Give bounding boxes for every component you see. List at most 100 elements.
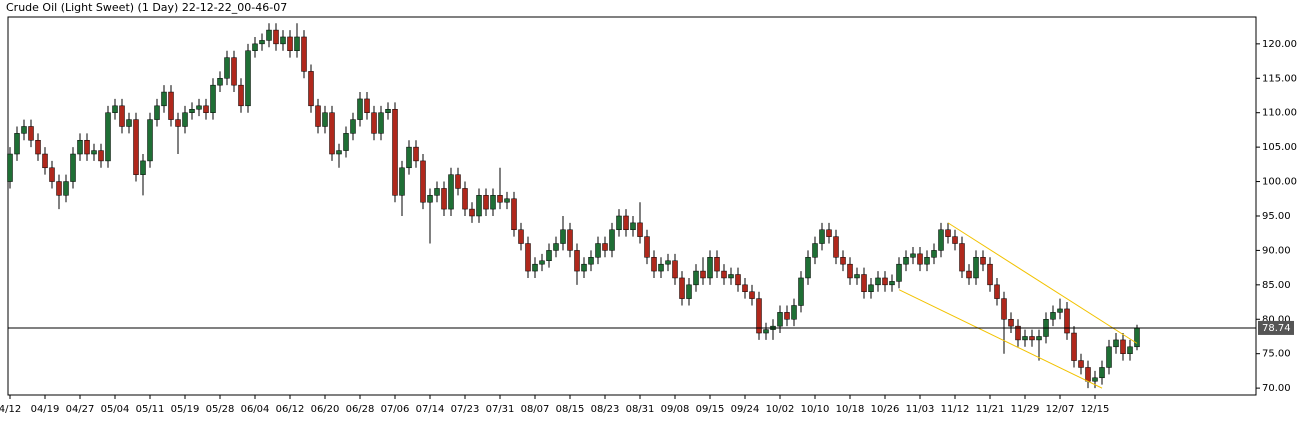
x-tick-label: 06/12 xyxy=(276,404,305,415)
candle-body xyxy=(217,78,223,86)
candle-body xyxy=(1106,346,1112,368)
candle-body xyxy=(119,105,125,127)
candle-body xyxy=(497,195,503,203)
candle-body xyxy=(539,260,545,265)
y-tick-label: 105.00 xyxy=(1262,142,1297,153)
candle-body xyxy=(973,257,979,279)
x-tick-label: 10/18 xyxy=(836,404,865,415)
candle-body xyxy=(357,98,363,120)
candle-body xyxy=(588,257,594,265)
candle-body xyxy=(441,188,447,210)
x-tick-label: 4/12 xyxy=(0,404,21,415)
candle-body xyxy=(168,91,174,120)
candle-body xyxy=(623,215,629,231)
candle-body xyxy=(483,195,489,210)
candle-body xyxy=(917,253,923,265)
candle-body xyxy=(196,105,202,110)
x-tick-label: 11/21 xyxy=(976,404,1005,415)
candle-body xyxy=(406,146,412,169)
candle-body xyxy=(609,229,615,251)
candle-body xyxy=(14,133,20,155)
last-price-box xyxy=(1258,320,1294,335)
x-tick-label: 12/07 xyxy=(1046,404,1075,415)
candle-body xyxy=(658,263,664,272)
candle-body xyxy=(1015,325,1021,341)
candle-body xyxy=(882,277,888,286)
candle-body xyxy=(1022,336,1028,341)
candle-body xyxy=(56,181,62,196)
candle-body xyxy=(84,139,90,155)
candle-body xyxy=(392,109,398,196)
candle-body xyxy=(854,274,860,279)
candle-body xyxy=(945,229,951,237)
candle-body xyxy=(763,329,769,334)
candle-body xyxy=(371,112,377,134)
candle-body xyxy=(462,188,468,210)
candle-body xyxy=(903,257,909,265)
candle-body xyxy=(245,50,251,107)
candle-body xyxy=(1057,308,1063,313)
candle-body xyxy=(252,43,258,51)
y-tick-label: 75.00 xyxy=(1262,349,1291,360)
candle-body xyxy=(924,257,930,265)
candle-body xyxy=(126,119,132,127)
y-tick-label: 90.00 xyxy=(1262,245,1291,256)
x-tick-label: 11/12 xyxy=(941,404,970,415)
candle-body xyxy=(63,181,69,196)
candle-body xyxy=(861,274,867,292)
candle-body xyxy=(336,150,342,155)
candle-body xyxy=(280,36,286,45)
candle-body xyxy=(728,274,734,279)
x-tick-label: 06/04 xyxy=(241,404,270,415)
candle-body xyxy=(665,260,671,265)
candle-body xyxy=(427,195,433,203)
candle-body xyxy=(518,229,524,244)
chart-title: Crude Oil (Light Sweet) (1 Day) 22-12-22… xyxy=(6,1,287,14)
x-tick-label: 07/06 xyxy=(381,404,410,415)
candle-body xyxy=(1113,339,1119,348)
candle-body xyxy=(959,243,965,272)
candle-body xyxy=(595,243,601,258)
candle-body xyxy=(147,119,153,162)
candle-body xyxy=(644,236,650,258)
x-tick-label: 08/15 xyxy=(556,404,585,415)
candle-body xyxy=(511,198,517,231)
candle-body xyxy=(448,174,454,210)
x-tick-label: 08/31 xyxy=(626,404,655,415)
candle-body xyxy=(455,174,461,189)
candle-body xyxy=(322,112,328,127)
candle-body xyxy=(777,312,783,327)
candle-body xyxy=(504,198,510,203)
candle-body xyxy=(77,139,83,155)
candle-body xyxy=(602,243,608,251)
x-tick-label: 05/04 xyxy=(101,404,130,415)
candle-body xyxy=(812,243,818,258)
x-tick-label: 10/10 xyxy=(801,404,830,415)
candle-body xyxy=(735,274,741,286)
candle-body xyxy=(343,133,349,151)
x-tick-label: 10/02 xyxy=(766,404,795,415)
candle-body xyxy=(210,84,216,113)
candle-body xyxy=(7,153,13,182)
x-tick-label: 05/19 xyxy=(171,404,200,415)
x-tick-label: 07/23 xyxy=(451,404,480,415)
candle-body xyxy=(749,291,755,299)
candle-body xyxy=(1064,308,1070,334)
candle-body xyxy=(238,84,244,107)
candle-body xyxy=(833,236,839,258)
x-tick-label: 06/20 xyxy=(311,404,340,415)
candle-body xyxy=(350,119,356,134)
candle-body xyxy=(301,36,307,72)
x-tick-label: 12/15 xyxy=(1081,404,1110,415)
candle-body xyxy=(98,150,104,162)
x-tick-label: 05/28 xyxy=(206,404,235,415)
x-tick-label: 10/26 xyxy=(871,404,900,415)
y-tick-label: 95.00 xyxy=(1262,211,1291,222)
candle-body xyxy=(707,257,713,279)
candle-body xyxy=(259,40,265,45)
candle-body xyxy=(469,208,475,217)
candle-body xyxy=(721,270,727,279)
candle-body xyxy=(637,222,643,237)
candle-body xyxy=(140,160,146,175)
x-tick-label: 07/14 xyxy=(416,404,445,415)
